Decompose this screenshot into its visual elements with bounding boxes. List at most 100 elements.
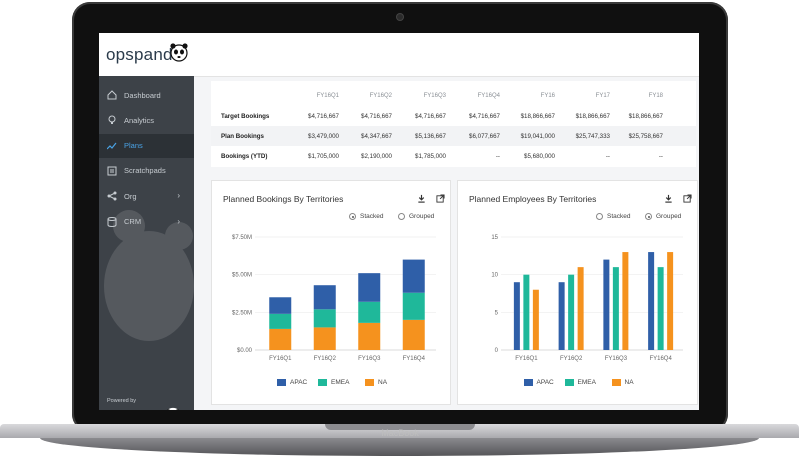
radio-label: Stacked bbox=[607, 213, 631, 220]
x-tick-label: FY16Q3 bbox=[358, 356, 381, 362]
bar-emea bbox=[358, 301, 381, 323]
bar-na bbox=[269, 328, 292, 350]
sidebar-item-label: Org bbox=[124, 191, 137, 201]
chart-title: Planned Bookings By Territories bbox=[223, 194, 344, 204]
org-icon bbox=[107, 191, 117, 201]
x-tick-label: FY16Q1 bbox=[515, 356, 538, 362]
panda-watermark-icon bbox=[104, 210, 194, 341]
bar-emea bbox=[568, 274, 575, 350]
trend-icon bbox=[107, 142, 117, 150]
legend-item-apac[interactable]: APAC bbox=[523, 379, 554, 386]
base-bottom bbox=[40, 438, 759, 456]
sidebar-item-label: CRM bbox=[124, 217, 142, 226]
bar-apac bbox=[513, 282, 520, 350]
table-row: Target Bookings $4,716,667 $4,716,667 $4,71… bbox=[211, 106, 696, 126]
sidebar-item-crm[interactable]: CRM › bbox=[99, 210, 194, 234]
legend-item-apac[interactable]: APAC bbox=[277, 379, 307, 386]
table-row: Plan Bookings $3,479,000 $4,347,667 $5,136,… bbox=[211, 126, 696, 146]
base-top bbox=[0, 424, 799, 438]
y-tick-label: 15 bbox=[491, 235, 498, 241]
bar-emea bbox=[313, 309, 336, 328]
radio-dot[interactable] bbox=[596, 213, 603, 220]
x-tick-label: FY16Q4 bbox=[649, 356, 672, 362]
bar-na bbox=[577, 267, 584, 350]
bar-emea bbox=[612, 267, 619, 350]
sidebar-item-scratchpads[interactable]: Scratchpads bbox=[99, 159, 194, 183]
table-column-header: FY16 bbox=[540, 93, 555, 99]
external-link-icon[interactable] bbox=[683, 194, 692, 203]
sidebar-item-label: Dashboard bbox=[124, 90, 161, 100]
sidebar-item-label: Scratchpads bbox=[124, 166, 166, 176]
table-cell: $3,479,000 bbox=[308, 133, 339, 140]
mode-radio-grouped[interactable]: Grouped bbox=[398, 213, 434, 220]
database-icon bbox=[107, 216, 117, 227]
home-icon bbox=[107, 90, 117, 100]
bar-na bbox=[532, 289, 539, 350]
table-cell: $25,758,667 bbox=[628, 133, 663, 140]
bar-na bbox=[358, 322, 381, 350]
legend-item-emea[interactable]: EMEA bbox=[564, 379, 596, 386]
chart-plot: 0 5 10 15 FY16Q1 FY16Q2 FY16Q3 FY16Q4 bbox=[491, 235, 683, 362]
mode-radio-grouped[interactable]: Grouped bbox=[645, 213, 681, 220]
app-header: opspanda bbox=[99, 33, 699, 77]
legend-item-na[interactable]: NA bbox=[611, 379, 634, 386]
radio-dot[interactable] bbox=[645, 213, 652, 220]
app-logo[interactable]: opspanda bbox=[106, 45, 182, 65]
legend-label: APAC bbox=[290, 379, 308, 386]
table-column-header: FY16Q1 bbox=[316, 93, 339, 99]
chart-title: Planned Employees By Territories bbox=[469, 194, 597, 204]
table-cell: $1,705,000 bbox=[308, 153, 339, 160]
table-row: Bookings (YTD) $1,705,000 $2,190,000 $1,785… bbox=[211, 146, 696, 166]
app-screen: opspanda Dashboard Analytics Plans Scratchp… bbox=[99, 33, 699, 410]
table-cell: $18,866,667 bbox=[628, 113, 663, 120]
radio-label: Stacked bbox=[360, 213, 384, 220]
table-cell: $4,716,667 bbox=[308, 113, 339, 120]
sidebar-item-label: Analytics bbox=[124, 115, 155, 125]
radio-dot[interactable] bbox=[398, 213, 405, 220]
bookings-chart-card: Planned Bookings By Territories Stacked Gr… bbox=[211, 180, 451, 405]
chevron-right-icon: › bbox=[177, 216, 180, 226]
download-icon[interactable] bbox=[417, 194, 426, 203]
external-link-icon[interactable] bbox=[436, 194, 445, 203]
table-column-header: FY17 bbox=[595, 93, 610, 99]
legend-item-emea[interactable]: EMEA bbox=[318, 379, 349, 386]
y-tick-label: $0.00 bbox=[237, 348, 253, 354]
table-cell: $18,866,667 bbox=[520, 113, 555, 120]
radio-dot[interactable] bbox=[349, 213, 356, 220]
download-icon[interactable] bbox=[664, 194, 673, 203]
sidebar-item-analytics[interactable]: Analytics bbox=[99, 108, 194, 132]
device-brand-label: MacBook bbox=[381, 428, 419, 438]
y-tick-label: $7.50M bbox=[232, 235, 252, 241]
mode-radio-stacked[interactable]: Stacked bbox=[596, 213, 631, 220]
powered-by-label: Powered by bbox=[107, 398, 137, 404]
sidebar-item-dashboard[interactable]: Dashboard bbox=[99, 83, 194, 107]
table-cell: -- bbox=[605, 153, 610, 160]
table-cell: $5,136,667 bbox=[415, 133, 446, 140]
legend-label: NA bbox=[378, 379, 388, 386]
chart-plot: $0.00 $2.50M $5.00M $7.50M FY16Q1 FY16Q2 FY16Q… bbox=[232, 235, 436, 362]
legend-label: EMEA bbox=[577, 379, 596, 386]
bar-na bbox=[313, 327, 336, 350]
legend-item-na[interactable]: NA bbox=[365, 379, 387, 386]
table-cell: $4,716,667 bbox=[361, 113, 392, 120]
bar-apac bbox=[648, 252, 655, 350]
panda-icon bbox=[170, 43, 188, 62]
legend-swatch bbox=[611, 379, 621, 386]
table-cell: $4,716,667 bbox=[415, 113, 446, 120]
scratchpad-icon bbox=[107, 166, 117, 176]
mode-radio-stacked[interactable]: Stacked bbox=[349, 213, 384, 220]
y-tick-label: 10 bbox=[491, 273, 498, 279]
sidebar-item-label: Plans bbox=[124, 141, 143, 151]
radio-label: Grouped bbox=[656, 213, 682, 220]
legend-label: NA bbox=[624, 379, 634, 386]
sidebar-item-plans[interactable]: Plans bbox=[99, 133, 194, 158]
row-label: Target Bookings bbox=[221, 113, 270, 120]
table-column-header: FY18 bbox=[648, 93, 663, 99]
table-column-header: FY16Q3 bbox=[423, 93, 446, 99]
legend-swatch bbox=[523, 379, 533, 386]
legend-swatch bbox=[277, 379, 286, 386]
bar-apac bbox=[313, 285, 336, 310]
laptop-base bbox=[0, 424, 799, 459]
table-cell: $5,680,000 bbox=[524, 153, 555, 160]
sidebar-item-org[interactable]: Org › bbox=[99, 184, 194, 208]
